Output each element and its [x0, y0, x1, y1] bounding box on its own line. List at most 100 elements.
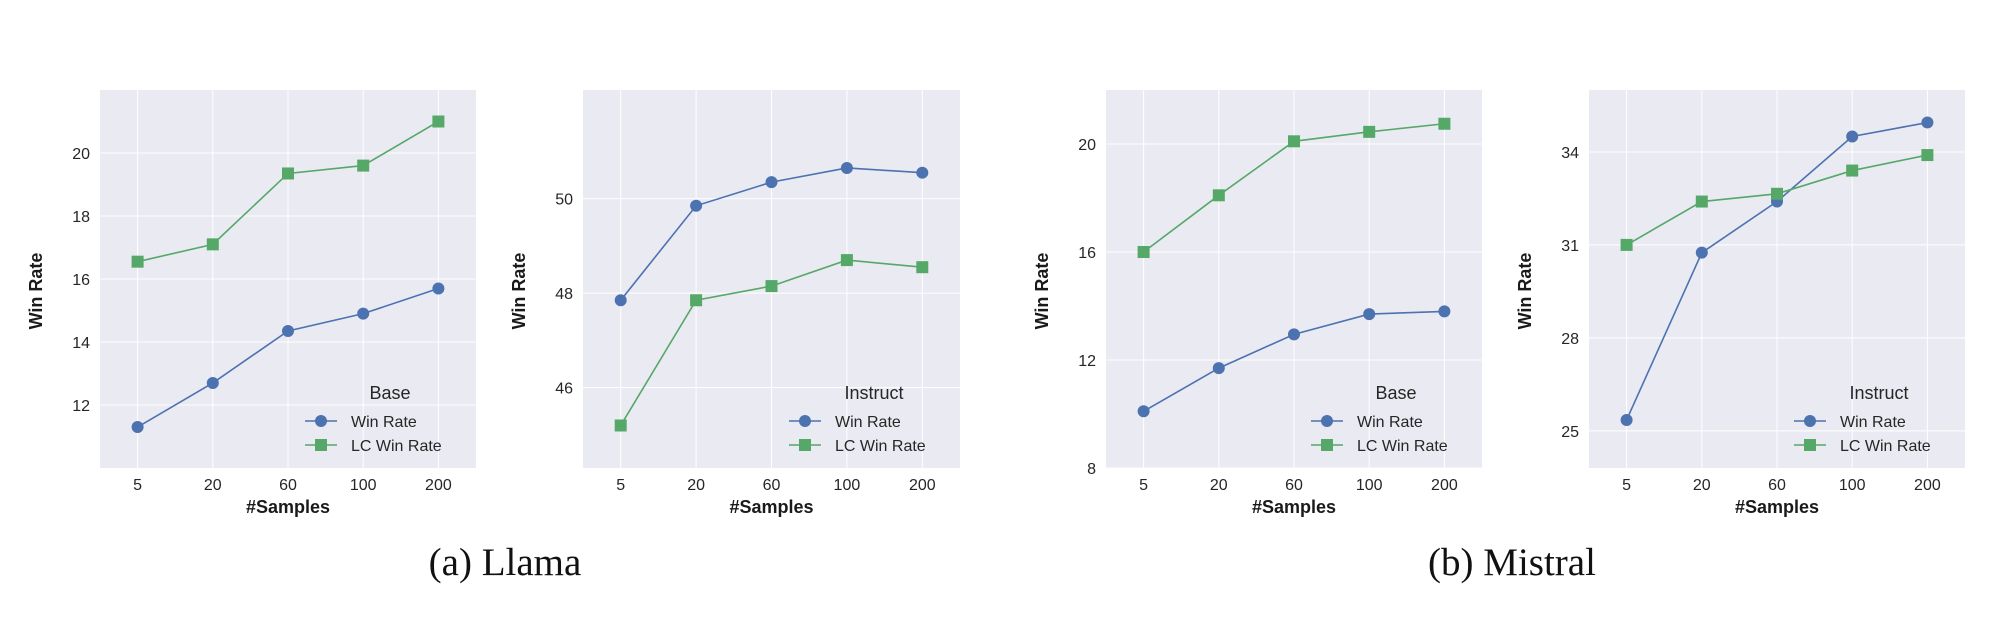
legend-marker-circle — [315, 415, 327, 427]
legend-title: Instruct — [1849, 383, 1908, 403]
data-point-lc-win-rate — [131, 255, 144, 268]
x-tick-label: 5 — [1139, 477, 1148, 494]
legend-marker-square — [1804, 439, 1816, 451]
data-point-win-rate — [1438, 305, 1451, 318]
data-point-win-rate — [614, 294, 627, 307]
y-tick-label: 25 — [1561, 424, 1579, 441]
x-tick-label: 20 — [1210, 477, 1228, 494]
data-point-lc-win-rate — [1288, 135, 1300, 148]
data-point-lc-win-rate — [432, 115, 445, 128]
x-tick-label: 200 — [425, 477, 452, 494]
data-point-lc-win-rate — [840, 254, 853, 267]
y-axis-label: Win Rate — [26, 253, 46, 330]
data-point-win-rate — [206, 376, 219, 389]
y-tick-label: 34 — [1561, 145, 1579, 162]
x-tick-label: 60 — [763, 477, 781, 494]
y-tick-label: 46 — [555, 381, 573, 398]
x-tick-label: 5 — [1622, 477, 1631, 494]
data-point-win-rate — [840, 161, 853, 174]
legend-label: Win Rate — [1840, 414, 1906, 431]
x-axis-label: #Samples — [729, 497, 813, 517]
data-point-win-rate — [1212, 362, 1225, 375]
data-point-win-rate — [1288, 328, 1300, 341]
legend-marker-square — [315, 439, 327, 451]
x-tick-label: 20 — [1693, 477, 1711, 494]
y-tick-label: 28 — [1561, 331, 1579, 348]
chart-panel-1: 5 20 60 100 200 12 14 16 18 20 #Samples Win Rate Bas… — [26, 90, 476, 517]
y-axis-label: Win Rate — [1032, 253, 1052, 330]
data-point-lc-win-rate — [1620, 238, 1633, 251]
legend-label: LC Win Rate — [1840, 438, 1931, 455]
legend-label: Win Rate — [351, 414, 417, 431]
y-tick-label: 18 — [72, 209, 90, 226]
data-point-lc-win-rate — [1212, 189, 1225, 202]
data-point-lc-win-rate — [1695, 195, 1708, 208]
x-tick-label: 5 — [133, 477, 142, 494]
data-point-lc-win-rate — [765, 280, 778, 293]
data-point-lc-win-rate — [282, 167, 294, 180]
legend-title: Base — [369, 383, 410, 403]
x-axis-label: #Samples — [1252, 497, 1336, 517]
chart-panel-2: 5 20 60 100 200 46 48 50 #Samples Win Rate Instruc… — [509, 90, 960, 517]
x-tick-label: 60 — [279, 477, 297, 494]
data-point-win-rate — [1137, 405, 1150, 418]
data-point-lc-win-rate — [916, 261, 929, 274]
x-tick-label: 100 — [1839, 477, 1866, 494]
legend-marker-circle — [1804, 415, 1816, 427]
y-tick-label: 48 — [555, 286, 573, 303]
x-tick-label: 5 — [616, 477, 625, 494]
x-tick-label: 200 — [909, 477, 936, 494]
data-point-lc-win-rate — [206, 238, 219, 251]
data-point-win-rate — [1363, 308, 1376, 321]
y-tick-label: 12 — [1078, 353, 1096, 370]
x-tick-label: 60 — [1285, 477, 1303, 494]
x-axis-label: #Samples — [1735, 497, 1819, 517]
legend-label: LC Win Rate — [835, 438, 926, 455]
data-point-win-rate — [357, 307, 370, 320]
y-tick-label: 12 — [72, 398, 90, 415]
x-tick-label: 20 — [204, 477, 222, 494]
y-tick-label: 20 — [1078, 137, 1096, 154]
legend-marker-circle — [1321, 415, 1333, 427]
legend-marker-square — [799, 439, 811, 451]
data-point-win-rate — [1846, 130, 1859, 143]
x-axis-label: #Samples — [246, 497, 330, 517]
data-point-win-rate — [1695, 246, 1708, 259]
data-point-win-rate — [1921, 116, 1934, 129]
legend-label: Win Rate — [835, 414, 901, 431]
x-tick-label: 60 — [1768, 477, 1786, 494]
x-tick-label: 100 — [350, 477, 377, 494]
data-point-lc-win-rate — [1363, 125, 1376, 138]
legend-label: Win Rate — [1357, 414, 1423, 431]
x-tick-label: 20 — [687, 477, 705, 494]
x-tick-label: 100 — [834, 477, 861, 494]
legend-title: Base — [1375, 383, 1416, 403]
y-tick-label: 8 — [1087, 461, 1096, 478]
y-tick-label: 20 — [72, 146, 90, 163]
x-tick-label: 200 — [1914, 477, 1941, 494]
data-point-win-rate — [1620, 413, 1633, 426]
data-point-lc-win-rate — [690, 294, 703, 307]
y-tick-label: 31 — [1561, 238, 1579, 255]
y-tick-label: 16 — [1078, 245, 1096, 262]
legend-marker-square — [1321, 439, 1333, 451]
data-point-win-rate — [690, 199, 703, 212]
data-point-lc-win-rate — [614, 419, 627, 432]
data-point-win-rate — [131, 421, 144, 434]
data-point-win-rate — [432, 282, 445, 295]
y-tick-label: 14 — [72, 335, 90, 352]
chart-panel-3: 5 20 60 100 200 8 12 16 20 #Samples Win Rate Base Wi… — [1032, 90, 1482, 517]
caption-llama: (a) Llama — [428, 541, 582, 584]
y-axis-label: Win Rate — [509, 253, 529, 330]
chart-panel-4: 5 20 60 100 200 25 28 31 34 #Samples Win Rate Instr… — [1515, 90, 1965, 517]
x-tick-label: 200 — [1431, 477, 1458, 494]
legend-marker-circle — [799, 415, 811, 427]
y-axis-label: Win Rate — [1515, 253, 1535, 330]
legend-title: Instruct — [844, 383, 903, 403]
data-point-lc-win-rate — [1438, 117, 1451, 130]
y-tick-label: 16 — [72, 272, 90, 289]
caption-mistral: (b) Mistral — [1428, 541, 1596, 584]
legend-label: LC Win Rate — [351, 438, 442, 455]
y-tick-label: 50 — [555, 192, 573, 209]
